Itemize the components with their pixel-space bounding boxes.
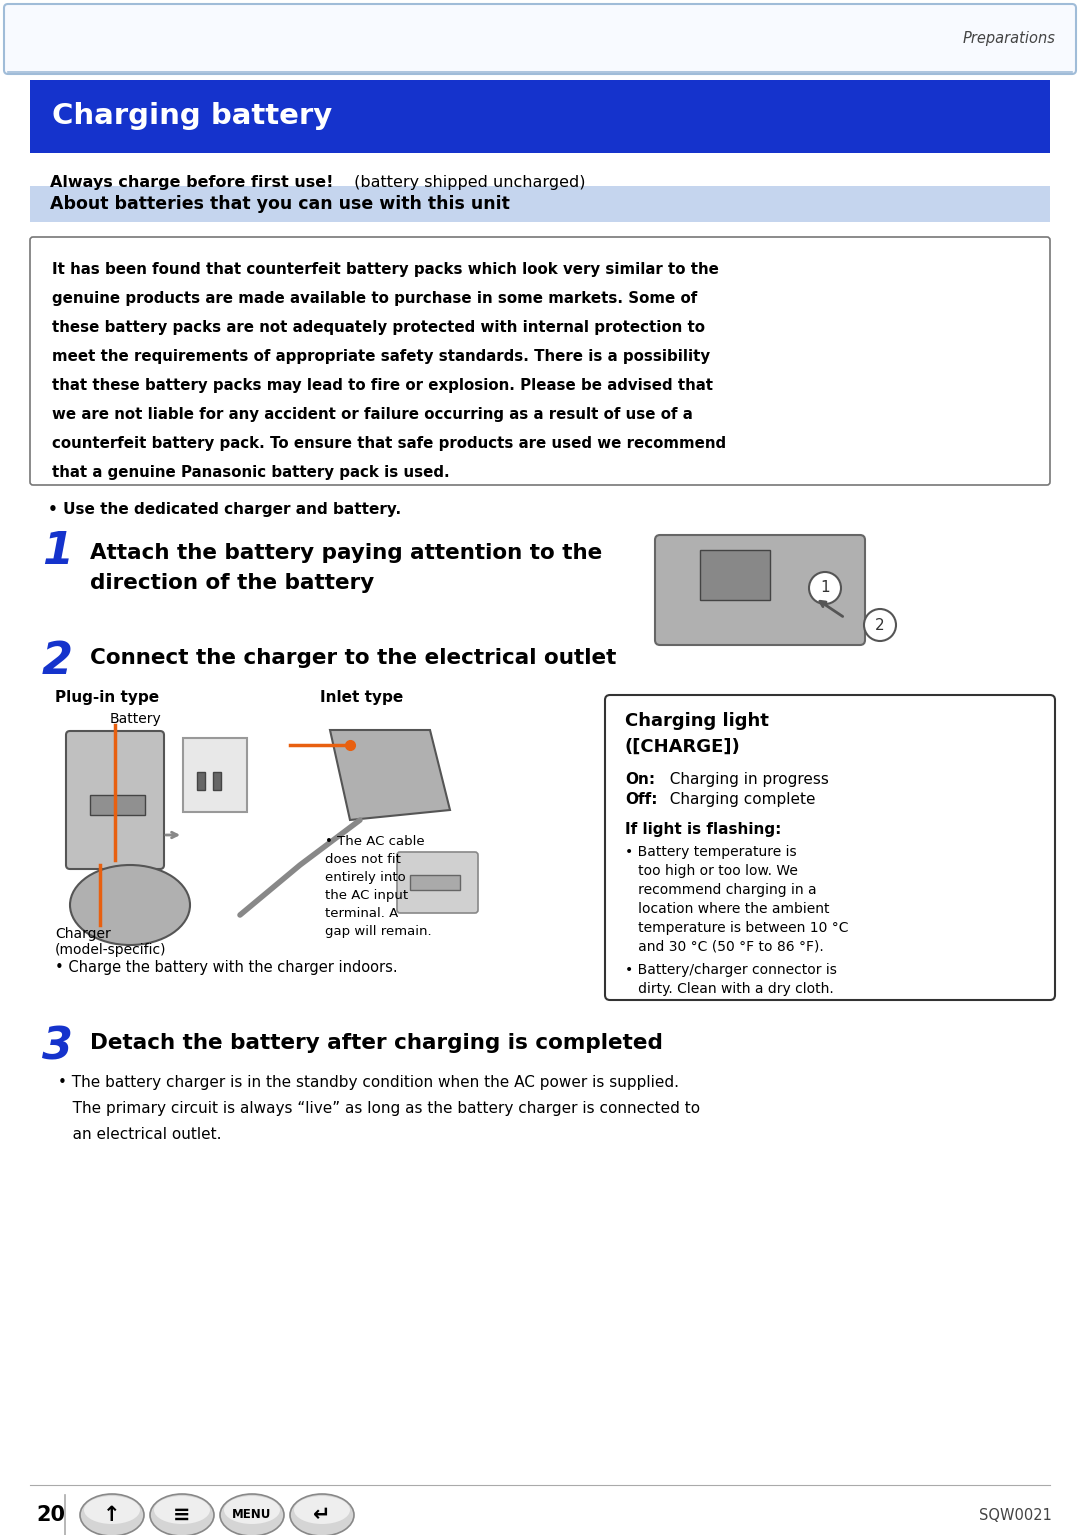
Text: that these battery packs may lead to fire or explosion. Please be advised that: that these battery packs may lead to fir… xyxy=(52,378,713,393)
Ellipse shape xyxy=(809,573,841,603)
Text: If light is flashing:: If light is flashing: xyxy=(625,823,781,837)
Bar xyxy=(700,550,770,600)
Text: ([CHARGE]): ([CHARGE]) xyxy=(625,738,741,757)
Text: 2: 2 xyxy=(875,617,885,632)
Text: Charging light: Charging light xyxy=(625,712,769,731)
FancyBboxPatch shape xyxy=(397,852,478,913)
Text: dirty. Clean with a dry cloth.: dirty. Clean with a dry cloth. xyxy=(625,982,834,996)
Text: terminal. A: terminal. A xyxy=(325,907,399,919)
Text: these battery packs are not adequately protected with internal protection to: these battery packs are not adequately p… xyxy=(52,319,705,335)
Text: we are not liable for any accident or failure occurring as a result of use of a: we are not liable for any accident or fa… xyxy=(52,407,692,422)
FancyBboxPatch shape xyxy=(605,695,1055,999)
Ellipse shape xyxy=(294,1497,350,1524)
Text: gap will remain.: gap will remain. xyxy=(325,926,432,938)
Ellipse shape xyxy=(154,1497,210,1524)
FancyBboxPatch shape xyxy=(66,731,164,869)
Bar xyxy=(213,772,221,791)
Text: ≡: ≡ xyxy=(173,1504,191,1524)
Text: temperature is between 10 °C: temperature is between 10 °C xyxy=(625,921,849,935)
FancyBboxPatch shape xyxy=(4,5,1076,74)
Text: 1: 1 xyxy=(42,530,73,573)
Text: It has been found that counterfeit battery packs which look very similar to the: It has been found that counterfeit batte… xyxy=(52,262,719,276)
Text: that a genuine Panasonic battery pack is used.: that a genuine Panasonic battery pack is… xyxy=(52,465,449,480)
Text: the AC input: the AC input xyxy=(325,889,408,903)
Text: meet the requirements of appropriate safety standards. There is a possibility: meet the requirements of appropriate saf… xyxy=(52,348,711,364)
Ellipse shape xyxy=(224,1497,280,1524)
Text: does not fit: does not fit xyxy=(325,853,401,866)
Ellipse shape xyxy=(80,1494,144,1535)
Text: • The battery charger is in the standby condition when the AC power is supplied.: • The battery charger is in the standby … xyxy=(58,1074,679,1090)
Text: 2: 2 xyxy=(42,640,73,683)
Text: counterfeit battery pack. To ensure that safe products are used we recommend: counterfeit battery pack. To ensure that… xyxy=(52,436,726,451)
Text: recommend charging in a: recommend charging in a xyxy=(625,883,816,896)
Text: MENU: MENU xyxy=(232,1509,272,1521)
Text: About batteries that you can use with this unit: About batteries that you can use with th… xyxy=(50,195,510,213)
Text: ↑: ↑ xyxy=(104,1504,121,1524)
FancyBboxPatch shape xyxy=(183,738,247,812)
Bar xyxy=(197,772,205,791)
Text: Inlet type: Inlet type xyxy=(320,691,403,705)
FancyBboxPatch shape xyxy=(654,536,865,645)
Text: an electrical outlet.: an electrical outlet. xyxy=(58,1127,221,1142)
Text: ↵: ↵ xyxy=(313,1504,330,1524)
Bar xyxy=(30,186,1050,223)
Text: (battery shipped uncharged): (battery shipped uncharged) xyxy=(349,175,585,190)
Text: • Use the dedicated charger and battery.: • Use the dedicated charger and battery. xyxy=(48,502,401,517)
Text: location where the ambient: location where the ambient xyxy=(625,903,829,916)
Bar xyxy=(410,875,460,890)
Text: 3: 3 xyxy=(42,1025,73,1068)
Text: Attach the battery paying attention to the: Attach the battery paying attention to t… xyxy=(90,543,603,563)
Ellipse shape xyxy=(84,1497,140,1524)
Bar xyxy=(90,795,145,815)
Ellipse shape xyxy=(291,1494,354,1535)
Text: • The AC cable: • The AC cable xyxy=(325,835,424,847)
Bar xyxy=(30,80,1050,154)
Text: Battery: Battery xyxy=(110,712,162,726)
Text: Plug-in type: Plug-in type xyxy=(55,691,159,705)
Text: • Battery temperature is: • Battery temperature is xyxy=(625,844,797,860)
Text: The primary circuit is always “live” as long as the battery charger is connected: The primary circuit is always “live” as … xyxy=(58,1101,700,1116)
Text: • Battery/charger connector is: • Battery/charger connector is xyxy=(625,962,837,976)
FancyBboxPatch shape xyxy=(30,236,1050,485)
Bar xyxy=(30,137,1050,144)
Text: Detach the battery after charging is completed: Detach the battery after charging is com… xyxy=(90,1033,663,1053)
Text: Preparations: Preparations xyxy=(962,31,1055,46)
Text: • Charge the battery with the charger indoors.: • Charge the battery with the charger in… xyxy=(55,959,397,975)
Text: entirely into: entirely into xyxy=(325,870,406,884)
Text: Connect the charger to the electrical outlet: Connect the charger to the electrical ou… xyxy=(90,648,617,668)
Text: and 30 °C (50 °F to 86 °F).: and 30 °C (50 °F to 86 °F). xyxy=(625,939,824,953)
Ellipse shape xyxy=(864,609,896,642)
Text: too high or too low. We: too high or too low. We xyxy=(625,864,798,878)
Text: Charging complete: Charging complete xyxy=(660,792,815,807)
Text: 20: 20 xyxy=(36,1504,65,1524)
Ellipse shape xyxy=(220,1494,284,1535)
Text: Always charge before first use!: Always charge before first use! xyxy=(50,175,334,190)
Text: genuine products are made available to purchase in some markets. Some of: genuine products are made available to p… xyxy=(52,292,698,305)
Ellipse shape xyxy=(70,866,190,946)
Text: direction of the battery: direction of the battery xyxy=(90,573,375,593)
Text: 1: 1 xyxy=(820,580,829,596)
Text: Charger
(model-specific): Charger (model-specific) xyxy=(55,927,166,958)
Text: Charging battery: Charging battery xyxy=(52,101,333,130)
Text: On:: On: xyxy=(625,772,656,787)
Ellipse shape xyxy=(150,1494,214,1535)
Text: Off:: Off: xyxy=(625,792,658,807)
Text: SQW0021: SQW0021 xyxy=(980,1507,1052,1523)
Text: Charging in progress: Charging in progress xyxy=(660,772,828,787)
Polygon shape xyxy=(330,731,450,820)
